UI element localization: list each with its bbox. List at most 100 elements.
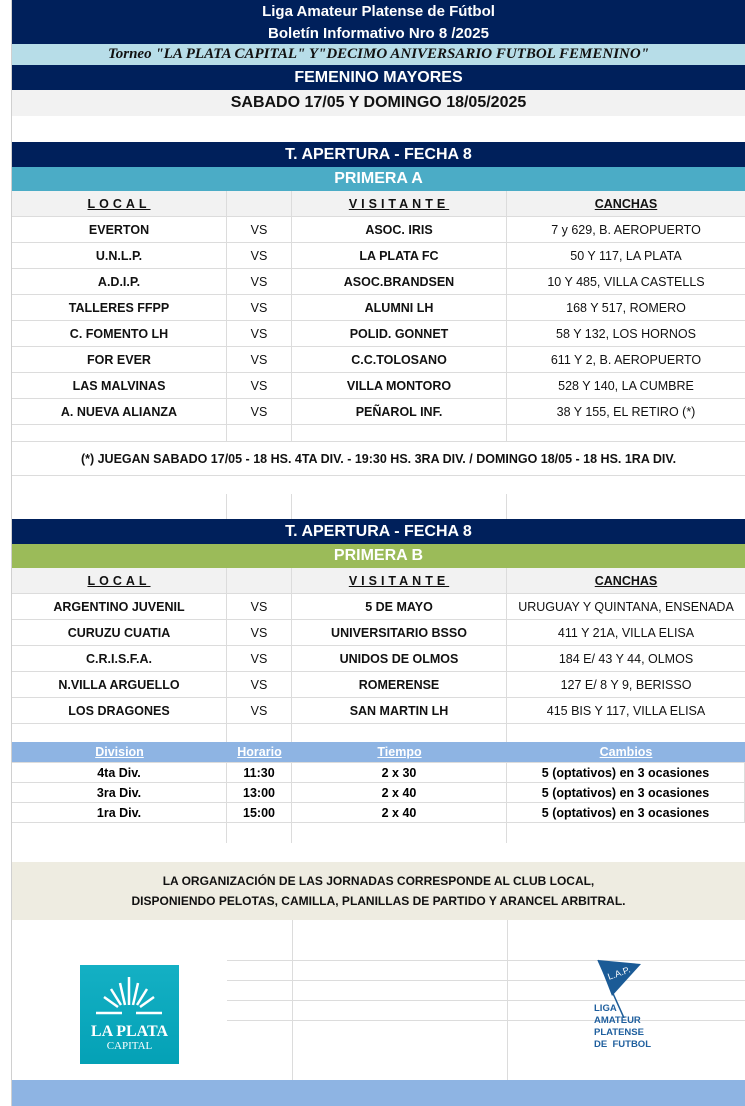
note-text: (*) JUEGAN SABADO 17/05 - 18 HS. 4TA DIV… — [80, 451, 677, 466]
vs-label: VS — [227, 672, 292, 697]
division-cell: 2 x 40 — [292, 783, 507, 802]
local-team: A. NUEVA ALIANZA — [12, 399, 227, 424]
spacer-row — [12, 425, 745, 442]
division-cell: 5 (optativos) en 3 ocasiones — [507, 783, 745, 802]
visiting-team: ROMERENSE — [292, 672, 507, 697]
division-cell: 15:00 — [227, 803, 292, 822]
sunrise-icon — [96, 977, 162, 1015]
match-row: EVERTON VS ASOC. IRIS 7 y 629, B. AEROPUERT… — [12, 217, 745, 243]
venue: 184 E/ 43 Y 44, OLMOS — [558, 651, 694, 666]
division-cell: 13:00 — [227, 783, 292, 802]
division-row: 1ra Div. 15:00 2 x 40 5 (optativos) en 3 oc… — [12, 803, 745, 823]
local-team: EVERTON — [12, 217, 227, 242]
division-header: Division — [95, 745, 144, 759]
grid-line — [227, 1000, 745, 1001]
spacer-row — [12, 494, 745, 519]
primera_a-name-text: PRIMERA A — [334, 170, 423, 187]
local-team: FOR EVER — [12, 347, 227, 372]
visiting-team: C.C.TOLOSANO — [292, 347, 507, 372]
torneo-title-text: Torneo "LA PLATA CAPITAL" Y"DECIMO ANIVE… — [107, 46, 650, 62]
local-team: C.R.I.S.F.A. — [12, 646, 227, 671]
primera_a-name: PRIMERA A — [12, 167, 745, 191]
match-dates-text: SABADO 17/05 Y DOMINGO 18/05/2025 — [230, 94, 527, 111]
vs-label: VS — [227, 217, 292, 242]
primera_b-name-text: PRIMERA B — [333, 547, 424, 564]
match-row: C.R.I.S.F.A. VS UNIDOS DE OLMOS 184 E/ 43 Y… — [12, 646, 745, 672]
local-team: LOS DRAGONES — [12, 698, 227, 723]
local-team: ARGENTINO JUVENIL — [12, 594, 227, 619]
local-team: TALLERES FFPP — [12, 295, 227, 320]
match-row: N.VILLA ARGUELLO VS ROMERENSE 127 E/ 8 Y 9,… — [12, 672, 745, 698]
notice-line: LA ORGANIZACIÓN DE LAS JORNADAS CORRESPO… — [162, 874, 595, 888]
venue: 127 E/ 8 Y 9, BERISSO — [560, 677, 692, 692]
notice-line: DISPONIENDO PELOTAS, CAMILLA, PLANILLAS … — [131, 894, 626, 908]
local-team: LAS MALVINAS — [12, 373, 227, 398]
lap-logo: L.A.P. LIGA AMATEUR PLATENSE DE FUTBOL — [594, 958, 674, 1068]
venue: URUGUAY Y QUINTANA, ENSENADA — [518, 599, 734, 614]
venue: 38 Y 155, EL RETIRO (*) — [556, 404, 696, 419]
vs-label: VS — [227, 321, 292, 346]
grid-line — [227, 1020, 745, 1021]
header-canchas: CANCHAS — [594, 196, 658, 211]
local-team: U.N.L.P. — [12, 243, 227, 268]
vs-label: VS — [227, 620, 292, 645]
division-cell: 3ra Div. — [12, 783, 227, 802]
match-row: ARGENTINO JUVENIL VS 5 DE MAYO URUGUAY Y QU… — [12, 594, 745, 620]
spacer-row — [12, 724, 745, 743]
column-headers: LOCAL VISITANTE CANCHAS — [12, 568, 745, 594]
header-local: LOCAL — [12, 191, 227, 216]
division-cell: 5 (optativos) en 3 ocasiones — [507, 803, 745, 822]
grid-line — [227, 960, 745, 961]
venue: 168 Y 517, ROMERO — [566, 300, 686, 315]
lap-logo-text: DE FUTBOL — [594, 1039, 651, 1050]
venue: 10 Y 485, VILLA CASTELLS — [547, 274, 705, 289]
column-headers: LOCAL VISITANTE CANCHAS — [12, 191, 745, 217]
gutter-line — [11, 0, 12, 1106]
bulletin-subtitle: Boletín Informativo Nro 8 /2025 — [12, 22, 745, 44]
lap-logo-text: AMATEUR — [594, 1015, 641, 1026]
league-title: Liga Amateur Platense de Fútbol — [12, 0, 745, 22]
division-header: Tiempo — [377, 745, 422, 759]
grid-line — [227, 980, 745, 981]
local-team: CURUZU CUATIA — [12, 620, 227, 645]
match-row: FOR EVER VS C.C.TOLOSANO 611 Y 2, B. AEROPU… — [12, 347, 745, 373]
vs-label: VS — [227, 269, 292, 294]
lap-logo-text: LIGA — [594, 1003, 617, 1014]
spacer-row — [12, 823, 745, 843]
division-header: Horario — [237, 745, 282, 759]
visiting-team: 5 DE MAYO — [292, 594, 507, 619]
visiting-team: LA PLATA FC — [292, 243, 507, 268]
division-cell: 4ta Div. — [12, 763, 227, 782]
header-local: LOCAL — [12, 568, 227, 593]
visiting-team: ASOC.BRANDSEN — [292, 269, 507, 294]
division-headers: Division Horario Tiempo Cambios — [12, 742, 745, 763]
primera_b-fecha: T. APERTURA - FECHA 8 — [12, 519, 745, 544]
organization-notice: LA ORGANIZACIÓN DE LAS JORNADAS CORRESPO… — [12, 862, 745, 920]
logo-text: LA PLATA — [90, 1023, 169, 1040]
header-visitante: VISITANTE — [292, 568, 507, 593]
vs-label: VS — [227, 295, 292, 320]
la-plata-capital-logo: LA PLATA CAPITAL — [80, 965, 179, 1064]
venue: 50 Y 117, LA PLATA — [570, 248, 682, 263]
division-header: Cambios — [599, 745, 653, 759]
match-row: LOS DRAGONES VS SAN MARTIN LH 415 BIS Y 117… — [12, 698, 745, 724]
primera_a-fecha-text: T. APERTURA - FECHA 8 — [285, 145, 472, 163]
match-row: TALLERES FFPP VS ALUMNI LH 168 Y 517, ROMER… — [12, 295, 745, 321]
primera_b-name: PRIMERA B — [12, 544, 745, 568]
vs-label: VS — [227, 399, 292, 424]
division-row: 3ra Div. 13:00 2 x 40 5 (optativos) en 3 oc… — [12, 783, 745, 803]
bulletin-subtitle-text: Boletín Informativo Nro 8 /2025 — [268, 24, 489, 42]
torneo-title: Torneo "LA PLATA CAPITAL" Y"DECIMO ANIVE… — [12, 44, 745, 65]
match-row: CURUZU CUATIA VS UNIVERSITARIO BSSO 411 Y 2… — [12, 620, 745, 646]
venue: 411 Y 21A, VILLA ELISA — [557, 625, 695, 640]
visiting-team: VILLA MONTORO — [292, 373, 507, 398]
local-team: A.D.I.P. — [12, 269, 227, 294]
venue: 528 Y 140, LA CUMBRE — [558, 378, 694, 393]
match-row: A.D.I.P. VS ASOC.BRANDSEN 10 Y 485, VILLA C… — [12, 269, 745, 295]
division-cell: 2 x 40 — [292, 803, 507, 822]
division-cell: 1ra Div. — [12, 803, 227, 822]
venue: 58 Y 132, LOS HORNOS — [556, 326, 696, 341]
footer-bar — [12, 1080, 745, 1106]
division-cell: 11:30 — [227, 763, 292, 782]
header-visitante: VISITANTE — [292, 191, 507, 216]
